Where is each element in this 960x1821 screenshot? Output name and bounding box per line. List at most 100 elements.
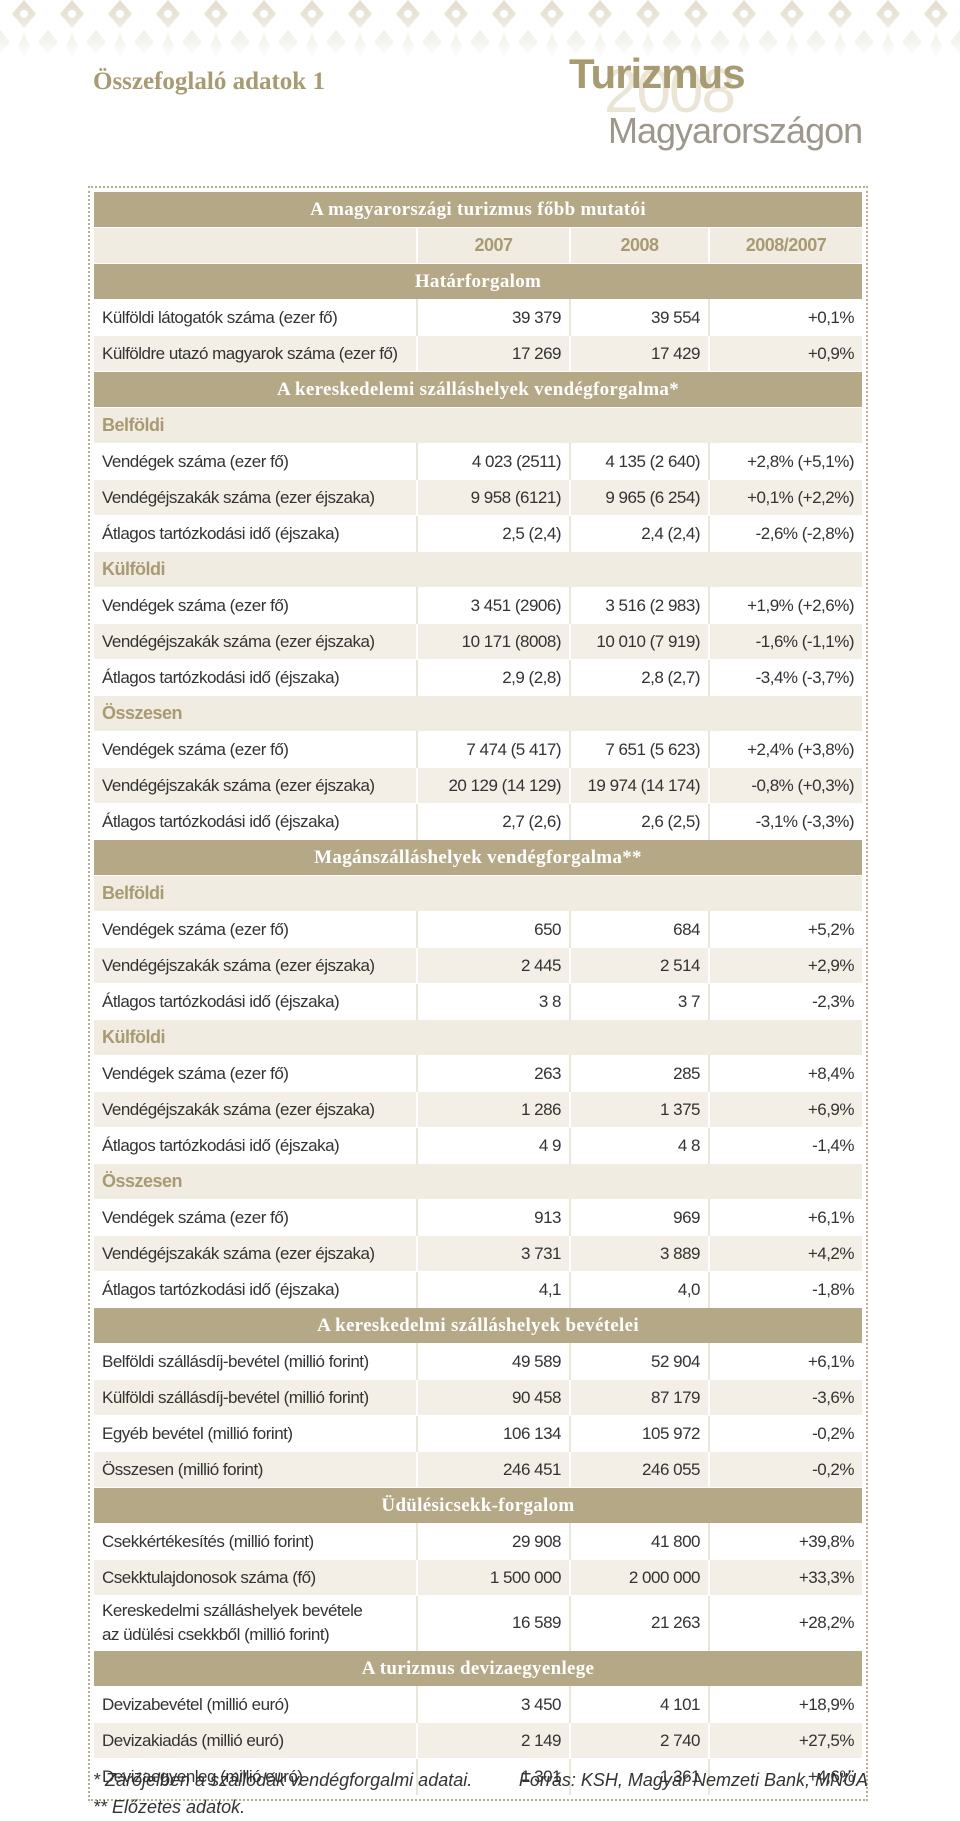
data-row: Vendégek száma (ezer fő) 913 969 +6,1% (94, 1199, 862, 1236)
value-cell: 246 451 (416, 1451, 570, 1488)
value-cell: 2,7 (2,6) (416, 803, 570, 840)
value-cell: -1,8% (708, 1271, 862, 1308)
data-row: Átlagos tartózkodási idő (éjszaka) 2,7 (2… (94, 803, 862, 840)
data-row: Devizaegyenleg (millió euró) 1 301 1 361 +4… (94, 1758, 862, 1795)
title-row: A magyarországi turizmus főbb mutatói (94, 192, 862, 228)
label-cell: Átlagos tartózkodási idő (éjszaka) (94, 1271, 417, 1308)
value-cell: -3,4% (-3,7%) (708, 659, 862, 696)
value-cell: +4,6% (708, 1758, 862, 1795)
source: Forrás: KSH, Magyar Nemzeti Bank, MNÜA (518, 1770, 868, 1790)
value-cell: 2 445 (416, 947, 570, 984)
subheading-row: Külföldi (94, 551, 862, 588)
label-cell: Vendégek száma (ezer fő) (94, 443, 417, 480)
section-title: Üdülésicsekk-forgalom (94, 1487, 862, 1524)
value-cell: 3 450 (416, 1686, 570, 1723)
value-cell: 2,4 (2,4) (569, 515, 709, 552)
data-row: Átlagos tartózkodási idő (éjszaka) 2,9 (2… (94, 659, 862, 696)
label-cell: Vendégéjszakák száma (ezer éjszaka) (94, 623, 417, 660)
value-cell: 21 263 (569, 1595, 709, 1651)
subheading-row: Összesen (94, 1163, 862, 1200)
label-cell: Vendégek száma (ezer fő) (94, 911, 417, 948)
value-cell: 4 023 (2511) (416, 443, 570, 480)
label-cell: Devizaegyenleg (millió euró) (94, 1758, 417, 1795)
label-cell: Vendégek száma (ezer fő) (94, 731, 417, 768)
label-cell: Vendégéjszakák száma (ezer éjszaka) (94, 947, 417, 984)
data-row: Vendégek száma (ezer fő) 650 684 +5,2% (94, 911, 862, 948)
value-cell: 2,5 (2,4) (416, 515, 570, 552)
data-row: Vendégek száma (ezer fő) 7 474 (5 417) 7 6… (94, 731, 862, 768)
data-row: Átlagos tartózkodási idő (éjszaka) 4,1 4,0… (94, 1271, 862, 1308)
value-cell: +1,9% (+2,6%) (708, 587, 862, 624)
decoration (0, 0, 960, 60)
label-cell: Vendégek száma (ezer fő) (94, 587, 417, 624)
value-cell: 4,1 (416, 1271, 570, 1308)
subheading-row: Összesen (94, 695, 862, 732)
data-row: Külföldre utazó magyarok száma (ezer fő)… (94, 335, 862, 372)
value-cell: +4,2% (708, 1235, 862, 1272)
value-cell: 9 958 (6121) (416, 479, 570, 516)
section-row: Határforgalom (94, 263, 862, 300)
data-row: Vendégéjszakák száma (ezer éjszaka) 2 445… (94, 947, 862, 984)
label-cell: Átlagos tartózkodási idő (éjszaka) (94, 803, 417, 840)
section-row: A kereskedelemi szálláshelyek vendégforg… (94, 371, 862, 408)
value-cell: 49 589 (416, 1343, 570, 1380)
value-cell: +27,5% (708, 1722, 862, 1759)
value-cell: +2,4% (+3,8%) (708, 731, 862, 768)
subheading: Belföldi (94, 875, 862, 912)
label-cell: Átlagos tartózkodási idő (éjszaka) (94, 1127, 417, 1164)
label-cell: Összesen (millió forint) (94, 1451, 417, 1488)
label-cell: Vendégek száma (ezer fő) (94, 1199, 417, 1236)
value-cell: 2 740 (569, 1722, 709, 1759)
value-cell: 913 (416, 1199, 570, 1236)
data-row: Csekkértékesítés (millió forint) 29 908 41… (94, 1523, 862, 1560)
value-cell: 2,8 (2,7) (569, 659, 709, 696)
value-cell: +6,1% (708, 1343, 862, 1380)
value-cell: +2,9% (708, 947, 862, 984)
value-cell: 2 149 (416, 1722, 570, 1759)
label-cell: Külföldi szállásdíj-bevétel (millió fori… (94, 1379, 417, 1416)
label-cell: Vendégéjszakák száma (ezer éjszaka) (94, 1235, 417, 1272)
value-cell: +0,9% (708, 335, 862, 372)
section-row: A turizmus devizaegyenlege (94, 1650, 862, 1687)
value-cell: 3 8 (416, 983, 570, 1020)
value-cell: 39 554 (569, 299, 709, 336)
label-cell: Vendégéjszakák száma (ezer éjszaka) (94, 1091, 417, 1128)
label-cell: Devizakiadás (millió euró) (94, 1722, 417, 1759)
table-title: A magyarországi turizmus főbb mutatói (94, 192, 862, 228)
data-row: Kereskedelmi szálláshelyek bevétele az üd… (94, 1595, 862, 1651)
value-cell: 246 055 (569, 1451, 709, 1488)
label-cell: Egyéb bevétel (millió forint) (94, 1415, 417, 1452)
value-cell: 1 375 (569, 1091, 709, 1128)
label-cell: Vendégéjszakák száma (ezer éjszaka) (94, 767, 417, 804)
value-cell: -3,6% (708, 1379, 862, 1416)
value-cell: 20 129 (14 129) (416, 767, 570, 804)
data-row: Devizabevétel (millió euró) 3 450 4 101 +18… (94, 1686, 862, 1723)
subheading: Összesen (94, 1163, 862, 1200)
table: A magyarországi turizmus főbb mutatói 200… (94, 192, 862, 1795)
data-row: Vendégéjszakák száma (ezer éjszaka) 10 17… (94, 623, 862, 660)
title: Turizmus (569, 50, 746, 97)
value-cell: 2 514 (569, 947, 709, 984)
value-cell: -0,2% (708, 1415, 862, 1452)
value-cell: 29 908 (416, 1523, 570, 1560)
data-row: Külföldi látogatók száma (ezer fő) 39 379… (94, 299, 862, 336)
section-title: A kereskedelmi szálláshelyek bevételei (94, 1307, 862, 1344)
subheading: Külföldi (94, 551, 862, 588)
value-cell: 3 451 (2906) (416, 587, 570, 624)
column-header-row: 2007 2008 2008/2007 (94, 227, 862, 264)
value-cell: -3,1% (-3,3%) (708, 803, 862, 840)
data-row: Devizakiadás (millió euró) 2 149 2 740 +27,… (94, 1722, 862, 1759)
value-cell: 17 429 (569, 335, 709, 372)
value-cell: -1,4% (708, 1127, 862, 1164)
data-row: Vendégek száma (ezer fő) 263 285 +8,4% (94, 1055, 862, 1092)
value-cell: 1 301 (416, 1758, 570, 1795)
value-cell: 285 (569, 1055, 709, 1092)
data-row: Külföldi szállásdíj-bevétel (millió fori… (94, 1379, 862, 1416)
label-cell: Átlagos tartózkodási idő (éjszaka) (94, 659, 417, 696)
section-label: Összefoglaló adatok 1 (93, 68, 325, 95)
value-cell: +8,4% (708, 1055, 862, 1092)
value-cell: 2,6 (2,5) (569, 803, 709, 840)
label-line: az üdülési csekkből (millió forint) (102, 1625, 330, 1644)
value-cell: 90 458 (416, 1379, 570, 1416)
